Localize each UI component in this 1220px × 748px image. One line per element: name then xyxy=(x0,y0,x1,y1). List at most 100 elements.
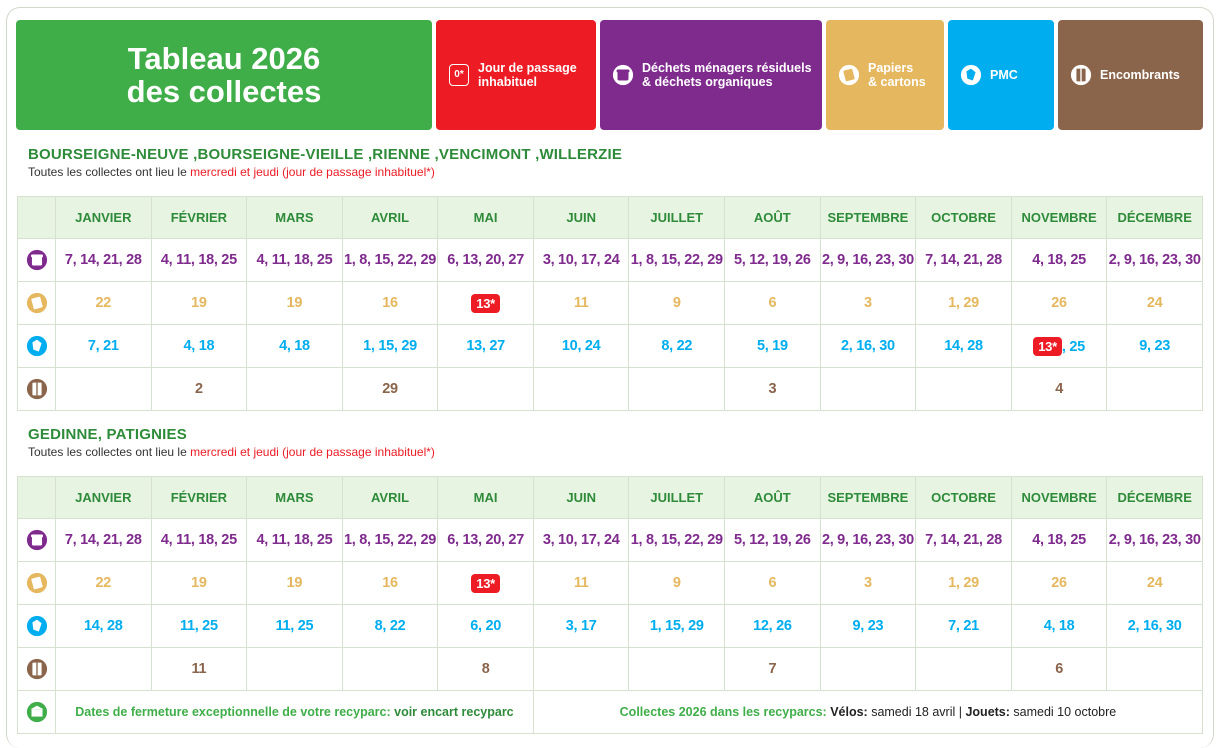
date-cell: 2, 16, 30 xyxy=(1106,604,1203,648)
date-cell: 7, 14, 21, 28 xyxy=(55,238,152,282)
date-cell: 1, 29 xyxy=(915,561,1012,605)
paper-icon xyxy=(26,292,48,314)
date-cell: 2, 9, 16, 23, 30 xyxy=(819,518,917,562)
date-cell: 2, 16, 30 xyxy=(819,324,917,368)
month-header: MARS xyxy=(246,196,343,239)
date-cell: 8, 22 xyxy=(628,324,726,368)
date-cell: 19 xyxy=(246,281,343,325)
month-header: JUIN xyxy=(532,476,630,519)
title-banner: Tableau 2026 des collectes xyxy=(16,20,432,130)
zone-subtitle-2: Toutes les collectes ont lieu le mercred… xyxy=(28,445,435,459)
date-cell: 12, 26 xyxy=(724,604,821,648)
month-header: JANVIER xyxy=(55,476,152,519)
date-cell xyxy=(819,647,917,691)
recyparc-row: Dates de fermeture exceptionnelle de vot… xyxy=(17,690,1204,734)
date-cell: 5, 12, 19, 26 xyxy=(724,518,821,562)
month-header: JUILLET xyxy=(628,196,726,239)
legend-bulky: Encombrants xyxy=(1058,20,1203,130)
date-cell xyxy=(628,647,726,691)
paper-row: 22 19 19 16 13* 11 9 6 3 1, 29 26 24 xyxy=(17,561,1203,605)
date-cell: 13* xyxy=(437,281,534,325)
date-cell xyxy=(341,647,439,691)
recyparc-icon xyxy=(26,701,48,723)
month-header: MAI xyxy=(437,476,534,519)
date-cell: 1, 8, 15, 22, 29 xyxy=(628,518,726,562)
date-cell: 6, 13, 20, 27 xyxy=(437,238,534,282)
month-header: OCTOBRE xyxy=(915,196,1012,239)
date-cell: 8 xyxy=(437,647,534,691)
date-cell: 11 xyxy=(150,647,248,691)
date-cell: 26 xyxy=(1010,281,1108,325)
zone-title-2: GEDINNE, PATIGNIES xyxy=(28,426,187,443)
date-cell: 5, 12, 19, 26 xyxy=(724,238,821,282)
closure-note: Dates de fermeture exceptionnelle de vot… xyxy=(55,690,534,734)
bin-icon xyxy=(26,529,48,551)
date-cell xyxy=(55,647,152,691)
date-cell: 4, 11, 18, 25 xyxy=(150,238,248,282)
date-cell: 16 xyxy=(341,281,439,325)
bulky-icon xyxy=(26,378,48,400)
date-cell: 4, 18, 25 xyxy=(1010,518,1108,562)
date-cell: 13*, 25 xyxy=(1010,324,1108,368)
date-cell xyxy=(532,647,630,691)
date-cell: 1, 8, 15, 22, 29 xyxy=(341,238,439,282)
date-cell: 2 xyxy=(150,367,248,411)
date-cell xyxy=(532,367,630,411)
date-cell: 22 xyxy=(55,561,152,605)
date-cell: 6 xyxy=(724,281,821,325)
paper-icon xyxy=(26,572,48,594)
date-cell: 4, 18 xyxy=(1010,604,1108,648)
month-header: SEPTEMBRE xyxy=(819,476,917,519)
month-header: JUILLET xyxy=(628,476,726,519)
date-cell: 4, 11, 18, 25 xyxy=(246,518,343,562)
date-cell xyxy=(55,367,152,411)
date-cell: 7, 14, 21, 28 xyxy=(915,238,1012,282)
recyparc-link[interactable]: voir encart recyparc xyxy=(394,705,514,719)
paper-row: 22 19 19 16 13* 11 9 6 3 1, 29 26 24 xyxy=(17,281,1203,325)
bulky-icon xyxy=(26,658,48,680)
date-cell: 16 xyxy=(341,561,439,605)
date-cell: 10, 24 xyxy=(532,324,630,368)
date-cell xyxy=(915,367,1012,411)
date-cell: 11, 25 xyxy=(150,604,248,648)
date-cell: 9, 23 xyxy=(1106,324,1203,368)
collection-table-2: JANVIER FÉVRIER MARS AVRIL MAI JUIN JUILLET AOÛ… xyxy=(17,476,1204,734)
date-cell: 5, 19 xyxy=(724,324,821,368)
month-header: OCTOBRE xyxy=(915,476,1012,519)
recyparc-collections-note: Collectes 2026 dans les recyparcs: Vélos… xyxy=(532,690,1204,734)
page-title: Tableau 2026 des collectes xyxy=(126,41,322,109)
date-cell: 29 xyxy=(341,367,439,411)
pmc-icon xyxy=(26,615,48,637)
date-cell: 6, 13, 20, 27 xyxy=(437,518,534,562)
date-cell xyxy=(246,647,343,691)
unusual-day-badge: 13* xyxy=(471,293,500,313)
date-cell: 13, 27 xyxy=(437,324,534,368)
date-cell: 8, 22 xyxy=(341,604,439,648)
date-cell xyxy=(915,647,1012,691)
date-cell: 24 xyxy=(1106,281,1203,325)
legend-paper: Papiers & cartons xyxy=(826,20,944,130)
date-cell: 7, 21 xyxy=(915,604,1012,648)
date-cell: 4, 11, 18, 25 xyxy=(246,238,343,282)
bulky-icon xyxy=(1070,64,1092,86)
date-cell: 11 xyxy=(532,281,630,325)
date-cell xyxy=(819,367,917,411)
date-cell xyxy=(437,367,534,411)
date-cell: 4 xyxy=(1010,367,1108,411)
unusual-day-badge: 0* xyxy=(449,64,469,86)
date-cell: 2, 9, 16, 23, 30 xyxy=(1106,518,1203,562)
date-cell: 3, 10, 17, 24 xyxy=(532,518,630,562)
month-header: FÉVRIER xyxy=(150,196,248,239)
bin-icon xyxy=(26,249,48,271)
date-cell: 24 xyxy=(1106,561,1203,605)
date-cell: 1, 15, 29 xyxy=(628,604,726,648)
date-cell: 2, 9, 16, 23, 30 xyxy=(1106,238,1203,282)
month-header: SEPTEMBRE xyxy=(819,196,917,239)
unusual-day-badge: 13* xyxy=(471,573,500,593)
legend-unusual-day: 0* Jour de passage inhabituel xyxy=(436,20,596,130)
month-header: AOÛT xyxy=(724,196,821,239)
date-cell: 7, 21 xyxy=(55,324,152,368)
date-cell xyxy=(1106,647,1203,691)
month-header: AVRIL xyxy=(341,196,439,239)
month-header: DÉCEMBRE xyxy=(1106,476,1203,519)
